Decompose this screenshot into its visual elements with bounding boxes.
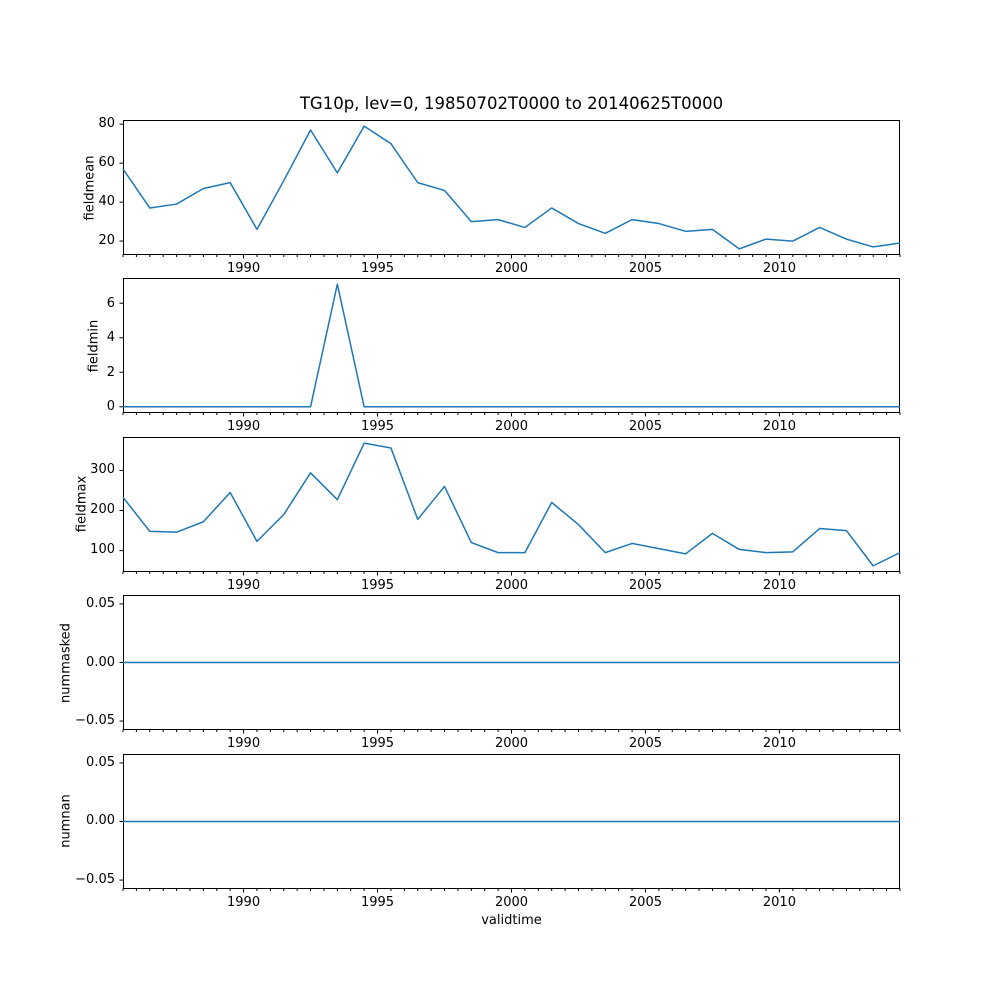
fieldmin-line-chart	[119, 278, 901, 417]
x-tick-label: 1995	[360, 894, 395, 910]
x-tick-label: 1995	[360, 261, 395, 276]
axes-spine	[123, 278, 900, 414]
x-tick-label: 1990	[227, 894, 261, 910]
y-tick-label: 2	[106, 364, 115, 380]
y-tick-label: −0.05	[75, 713, 115, 729]
y-tick-label: 20	[98, 233, 115, 249]
x-tick-label: 2010	[762, 419, 796, 435]
y-tick-label: 300	[90, 462, 115, 478]
subplot-fieldmin: fieldmin 0 2 4 6 1990 1995 2000 2005 2010	[86, 278, 901, 434]
y-tick-label: 0.05	[86, 754, 115, 770]
x-tick-label: 1990	[227, 577, 261, 593]
x-tick-label: 2005	[628, 419, 662, 435]
y-tick-label: 0	[106, 399, 115, 415]
y-tick-label: 0.05	[86, 596, 115, 612]
x-tick-label: 1990	[227, 261, 261, 276]
x-tick-label: 1995	[360, 736, 395, 752]
x-tick-label: 2000	[494, 261, 529, 276]
numnan-line-chart	[119, 753, 901, 893]
data-line	[122, 125, 901, 250]
x-tick-label: 2000	[494, 419, 529, 435]
subplot-fieldmax: fieldmax 100 200 300 1990 1995 2000 2005 2010	[74, 436, 901, 593]
nummasked-line-chart	[119, 595, 901, 734]
subplot-fieldmean: fieldmean 20 40 60 80 1990 1995 2000 2005 2010	[82, 116, 901, 276]
x-tick-label: 1995	[360, 419, 395, 435]
axes-spine	[123, 120, 900, 255]
xlabel-validtime: validtime	[481, 913, 542, 928]
x-tick-label: 1995	[360, 577, 395, 593]
y-tick-label: 6	[106, 295, 115, 311]
x-tick-label: 2000	[494, 577, 529, 593]
data-line	[123, 283, 900, 408]
y-tick-label: 4	[106, 330, 115, 346]
y-tick-label: 100	[90, 542, 115, 558]
x-tick-label: 2010	[762, 894, 796, 910]
x-tick-label: 2005	[628, 894, 662, 910]
x-tick-label: 2005	[628, 261, 662, 276]
x-tick-label: 2000	[494, 736, 529, 752]
x-tick-label: 2005	[628, 736, 662, 752]
y-tick-label: 40	[98, 194, 115, 210]
subplot-numnan: numnan −0.05 0.00 0.05 1990 1995 2000 2005 2010	[58, 753, 901, 910]
y-tick-label: −0.05	[75, 871, 115, 887]
x-tick-label: 1990	[227, 419, 261, 435]
subplot-nummasked: nummasked −0.05 0.00 0.05 1990 1995 2000 2005 2…	[58, 595, 901, 751]
y-tick-label: 0.00	[86, 654, 115, 670]
y-tick-label: 80	[98, 116, 115, 132]
y-tick-label: 0.00	[86, 813, 115, 829]
plot-title: TG10p, lev=0, 19850702T0000 to 20140625T…	[299, 94, 724, 113]
fieldmax-line-chart	[119, 436, 901, 576]
y-tick-label: 60	[98, 155, 115, 171]
x-tick-label: 1990	[227, 736, 261, 752]
x-tick-label: 2000	[494, 894, 529, 910]
x-tick-label: 2010	[762, 577, 796, 593]
x-tick-label: 2005	[628, 577, 662, 593]
x-tick-label: 2010	[762, 261, 796, 276]
fieldmean-line-chart	[119, 120, 901, 259]
data-line	[122, 442, 901, 567]
x-tick-label: 2010	[762, 736, 796, 752]
y-tick-label: 200	[90, 502, 115, 518]
